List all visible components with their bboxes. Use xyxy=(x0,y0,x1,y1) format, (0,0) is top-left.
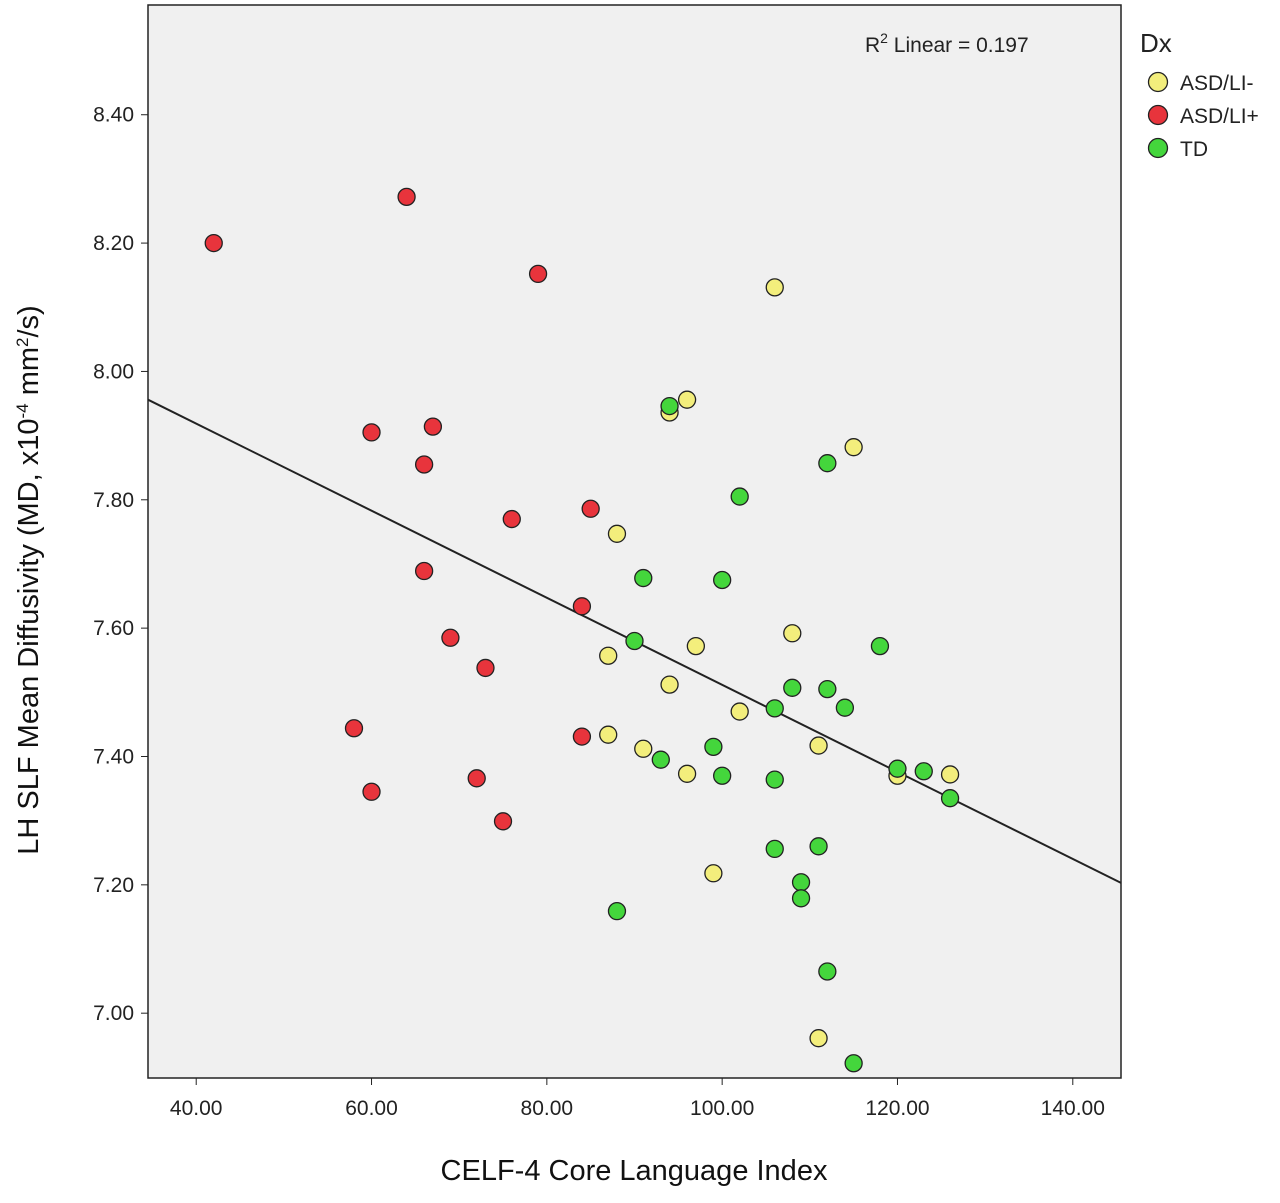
y-tick-label: 7.80 xyxy=(93,489,134,512)
y-axis-title: LH SLF Mean Diffusivity (MD, x10-4 mm2/s… xyxy=(13,305,45,854)
point-asd-li xyxy=(441,628,460,647)
point-td xyxy=(765,699,784,718)
point-td xyxy=(835,698,855,717)
point-asd-li xyxy=(686,636,706,656)
point-td xyxy=(765,770,784,789)
point-td xyxy=(914,762,933,781)
point-asd-li xyxy=(344,719,364,738)
point-asd-li xyxy=(809,736,828,755)
point-td xyxy=(888,759,907,778)
point-asd-li xyxy=(467,769,486,788)
y-tick-label: 8.00 xyxy=(93,360,134,383)
point-asd-li xyxy=(599,725,618,744)
x-tick-label: 40.00 xyxy=(170,1097,223,1120)
point-asd-li xyxy=(502,509,521,529)
point-asd-li xyxy=(660,675,679,694)
x-tick-label: 80.00 xyxy=(521,1097,574,1120)
point-asd-li xyxy=(730,702,749,721)
point-asd-li xyxy=(704,864,723,883)
y-tick-label: 8.20 xyxy=(93,232,134,255)
legend-marker-td xyxy=(1147,137,1169,159)
point-asd-li xyxy=(607,524,627,543)
point-asd-li xyxy=(572,597,592,616)
point-asd-li xyxy=(362,423,381,442)
point-asd-li xyxy=(809,1029,828,1048)
x-tick-label: 60.00 xyxy=(345,1097,398,1120)
legend-title: Dx xyxy=(1140,28,1172,58)
x-tick-label: 120.00 xyxy=(865,1097,929,1120)
legend-marker-asd-li xyxy=(1147,104,1169,126)
point-td xyxy=(809,837,828,856)
point-td xyxy=(730,487,749,506)
y-tick-label: 7.40 xyxy=(93,745,134,768)
point-td xyxy=(844,1054,863,1073)
point-td xyxy=(651,750,670,769)
point-td xyxy=(818,454,837,473)
plot-area xyxy=(147,4,1122,1079)
point-asd-li xyxy=(572,727,592,746)
y-tick-label: 7.20 xyxy=(93,874,134,897)
x-tick-label: 100.00 xyxy=(690,1097,754,1120)
point-td xyxy=(791,873,811,892)
point-asd-li xyxy=(476,658,495,678)
point-td xyxy=(607,901,627,921)
point-td xyxy=(713,766,732,785)
point-td xyxy=(870,636,890,656)
legend-label-asd-li: ASD/LI+ xyxy=(1180,105,1259,128)
r2-annotation: R2 Linear = 0.197 xyxy=(865,30,1029,57)
legend-label-td: TD xyxy=(1180,138,1208,161)
point-asd-li xyxy=(783,624,802,643)
y-tick-label: 8.40 xyxy=(93,104,134,127)
point-td xyxy=(765,839,784,859)
point-td xyxy=(625,631,644,651)
point-asd-li xyxy=(362,782,381,801)
point-asd-li xyxy=(940,765,960,784)
y-tick-label: 7.60 xyxy=(93,617,134,640)
point-td xyxy=(783,678,802,697)
point-asd-li xyxy=(581,499,600,518)
point-asd-li xyxy=(677,764,697,783)
x-tick-label: 140.00 xyxy=(1041,1097,1105,1120)
point-td xyxy=(791,889,811,908)
point-asd-li xyxy=(528,264,548,284)
point-asd-li xyxy=(397,187,416,207)
point-td xyxy=(818,962,837,981)
point-asd-li xyxy=(493,812,513,831)
point-asd-li xyxy=(677,390,697,409)
legend-marker-asd-li xyxy=(1147,71,1169,93)
point-asd-li xyxy=(414,561,434,581)
point-asd-li xyxy=(634,739,653,758)
point-asd-li xyxy=(204,233,223,253)
point-td xyxy=(634,568,653,588)
point-td xyxy=(660,396,679,416)
x-axis-title: CELF-4 Core Language Index xyxy=(441,1155,828,1187)
point-asd-li xyxy=(765,278,784,297)
point-td xyxy=(818,679,837,699)
point-td xyxy=(940,789,960,808)
point-asd-li xyxy=(423,417,443,436)
point-td xyxy=(713,570,732,590)
point-td xyxy=(704,737,723,757)
point-asd-li xyxy=(599,646,618,665)
point-asd-li xyxy=(844,438,863,457)
legend-label-asd-li: ASD/LI- xyxy=(1180,72,1254,95)
y-tick-label: 7.00 xyxy=(93,1002,134,1025)
point-asd-li xyxy=(414,455,434,474)
